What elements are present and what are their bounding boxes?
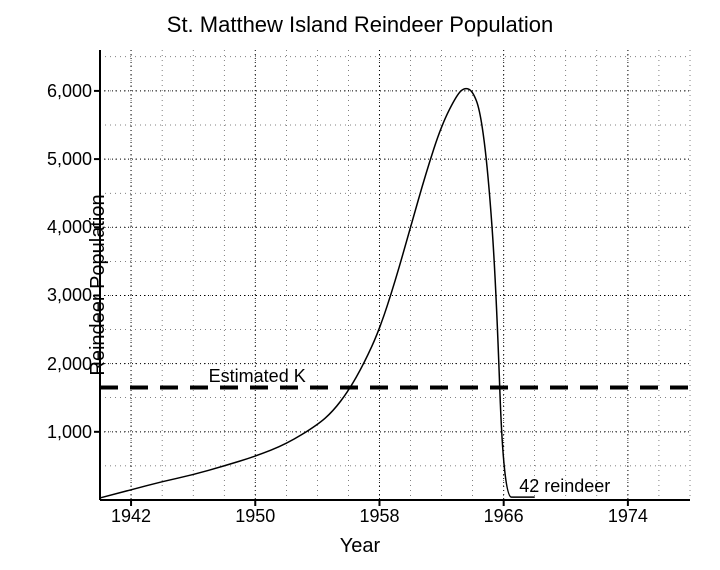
annotation-k-label: Estimated K (209, 366, 306, 387)
y-tick-label: 3,000 (47, 285, 92, 306)
y-tick-label: 1,000 (47, 422, 92, 443)
annotation-endpoint-label: 42 reindeer (519, 476, 610, 497)
y-tick-label: 5,000 (47, 149, 92, 170)
y-tick-label: 4,000 (47, 217, 92, 238)
x-tick-label: 1958 (359, 506, 399, 527)
y-tick-label: 2,000 (47, 354, 92, 375)
x-tick-label: 1966 (484, 506, 524, 527)
x-axis-label: Year (0, 535, 720, 558)
chart-title: St. Matthew Island Reindeer Population (0, 12, 720, 38)
x-tick-label: 1942 (111, 506, 151, 527)
chart-container: St. Matthew Island Reindeer Population R… (0, 0, 720, 570)
y-tick-label: 6,000 (47, 81, 92, 102)
chart-plot (100, 50, 690, 500)
x-tick-label: 1950 (235, 506, 275, 527)
x-tick-label: 1974 (608, 506, 648, 527)
